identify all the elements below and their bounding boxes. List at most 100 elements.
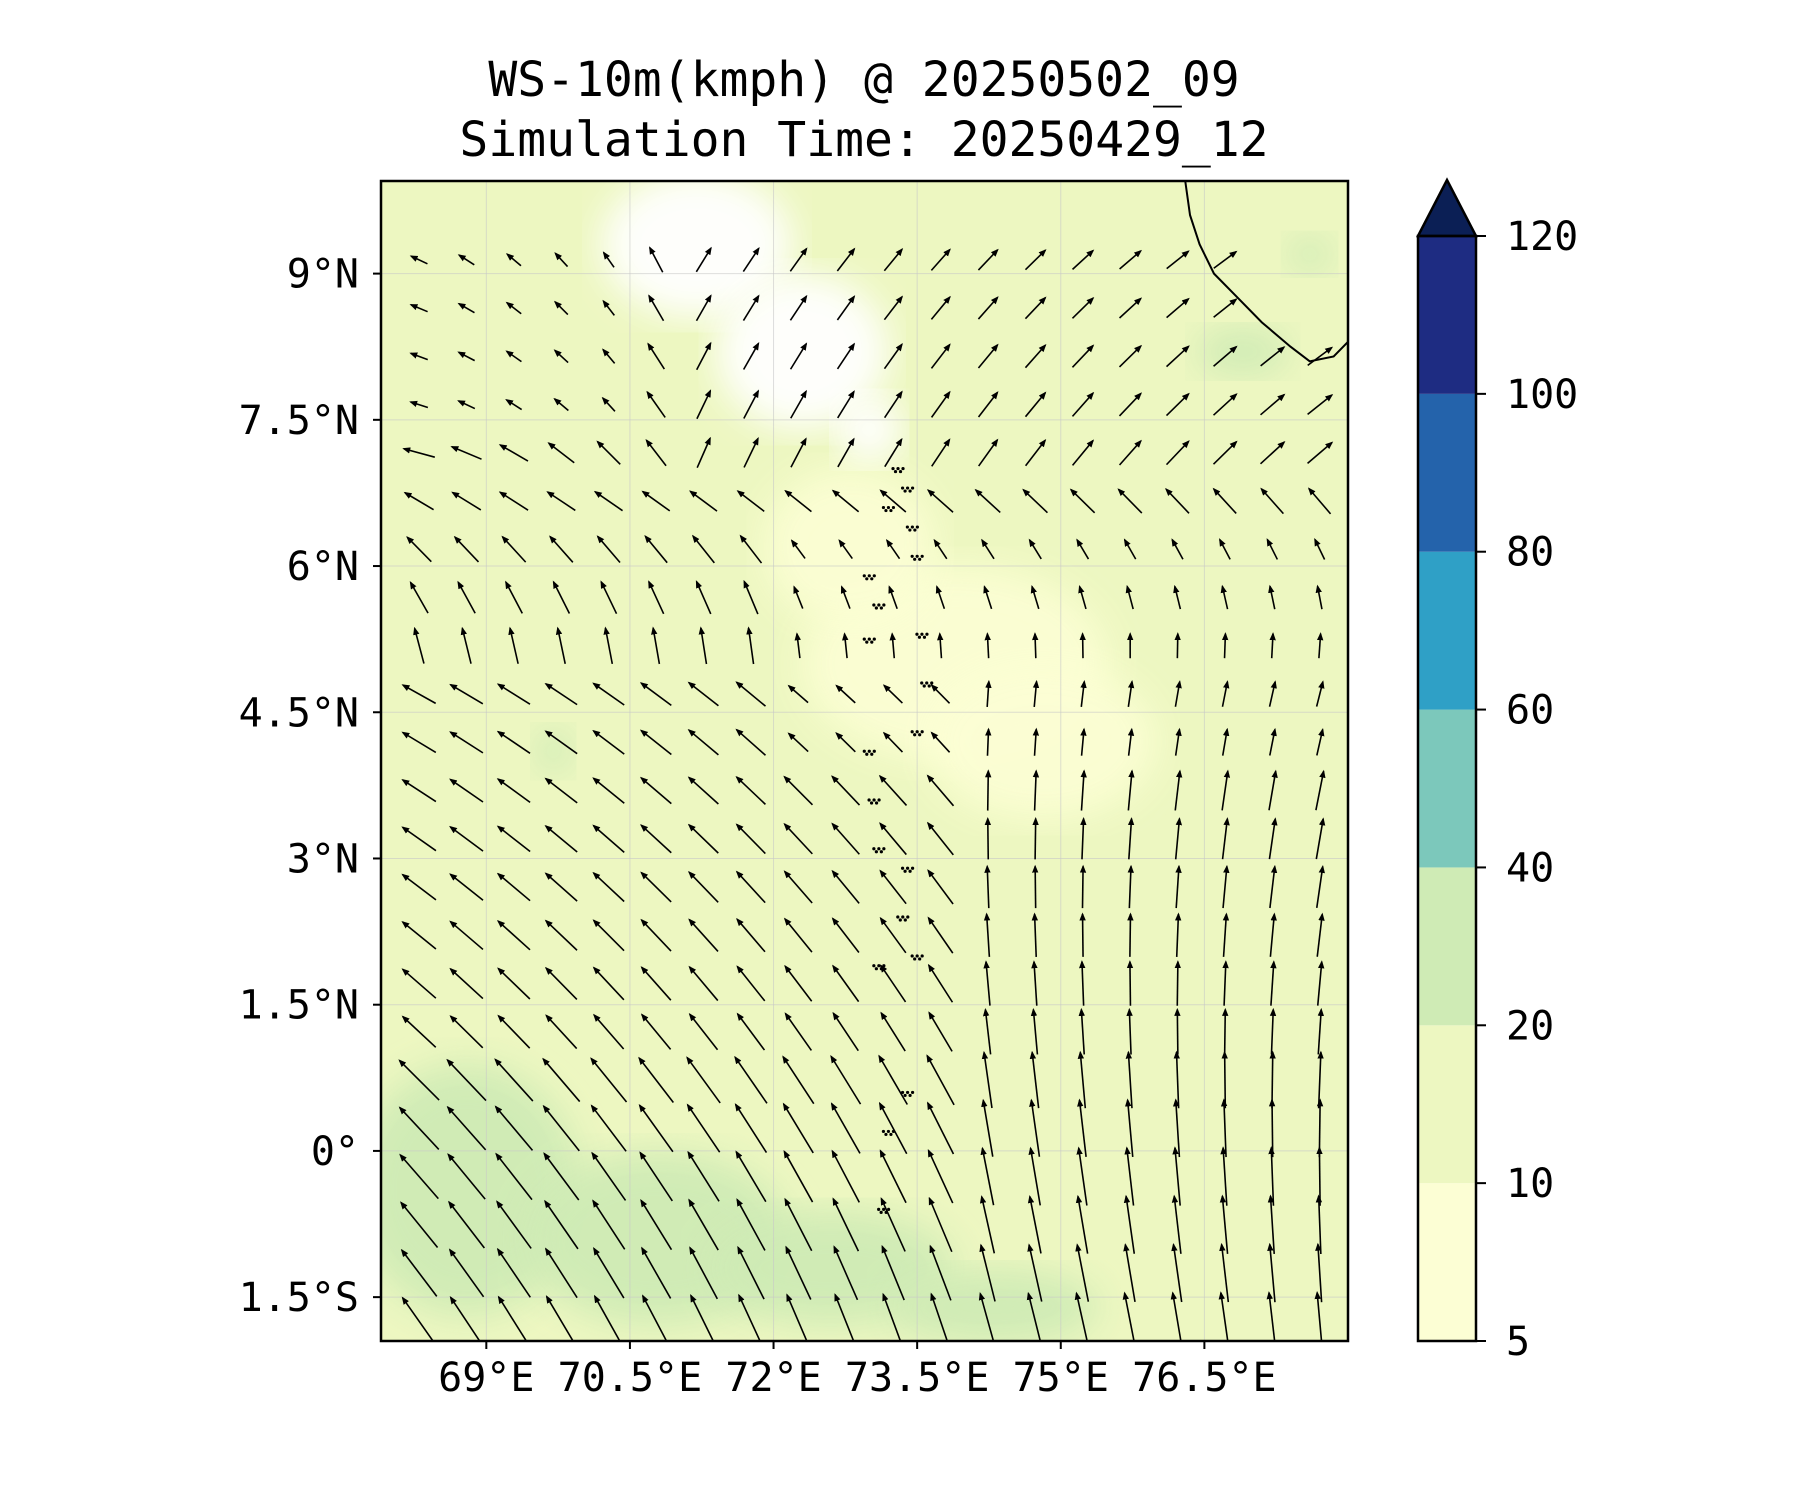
- wind-arrow: [1027, 1243, 1043, 1302]
- maldives-island-dot: [882, 847, 886, 851]
- wind-arrow: [690, 1294, 715, 1341]
- maldives-island-dot: [908, 528, 912, 532]
- wind-arrow: [838, 539, 853, 560]
- maldives-island-dot: [915, 954, 919, 958]
- wind-arrow: [1173, 1050, 1180, 1109]
- wind-arrow: [496, 872, 531, 902]
- wind-arrow: [544, 777, 578, 804]
- wind-arrow: [696, 436, 711, 469]
- wind-arrow: [927, 916, 954, 954]
- wind-arrow: [1315, 584, 1323, 610]
- maldives-island-dot: [872, 574, 876, 578]
- wind-arrow: [1032, 769, 1040, 811]
- wind-arrow: [651, 626, 661, 665]
- colorbar-tick-label: 40: [1506, 845, 1554, 891]
- wind-arrow: [449, 873, 484, 901]
- maldives-island-dot: [893, 469, 898, 474]
- wind-arrow: [1268, 680, 1277, 707]
- wind-arrow: [1030, 1007, 1039, 1055]
- wind-arrow: [401, 1015, 437, 1048]
- wind-arrow: [695, 341, 712, 371]
- wind-arrow: [1219, 1242, 1230, 1303]
- maldives-island-dot: [913, 733, 917, 737]
- wind-arrow: [640, 824, 672, 854]
- wind-arrow: [977, 248, 999, 271]
- wind-arrow: [1172, 1146, 1181, 1206]
- wind-arrow: [743, 437, 759, 468]
- wind-arrow: [494, 1105, 534, 1151]
- wind-arrow: [688, 918, 719, 952]
- wind-arrow: [985, 727, 992, 756]
- maldives-island-dot: [903, 489, 907, 493]
- wind-arrow: [831, 869, 860, 904]
- wind-arrow: [746, 626, 755, 665]
- wind-arrow: [555, 626, 566, 664]
- wind-arrow: [640, 871, 672, 903]
- wind-arrow: [1315, 769, 1326, 811]
- wind-arrow: [937, 632, 944, 659]
- wind-arrow: [1221, 817, 1230, 860]
- wind-arrow: [542, 1104, 580, 1152]
- wind-arrow: [783, 1150, 814, 1203]
- wind-arrow: [1024, 391, 1047, 418]
- wind-arrow: [1032, 632, 1039, 659]
- wind-arrow: [498, 444, 529, 462]
- wind-arrow: [592, 824, 625, 853]
- wind-arrow: [1118, 392, 1142, 417]
- longitude-tick-label: 72°E: [725, 1355, 821, 1401]
- maldives-island-dot: [910, 954, 914, 958]
- wind-arrow: [983, 912, 991, 957]
- wind-arrow: [928, 1196, 953, 1253]
- wind-arrow: [983, 960, 991, 1006]
- wind-arrow: [696, 389, 712, 420]
- wind-arrow: [592, 729, 625, 755]
- wind-arrow: [413, 626, 425, 664]
- wind-arrow: [1024, 438, 1047, 467]
- maldives-island-dot: [896, 915, 900, 919]
- wind-arrow: [1267, 1194, 1276, 1254]
- wind-arrow: [691, 534, 715, 564]
- wind-arrow: [505, 350, 522, 363]
- maldives-island-dot: [886, 1129, 891, 1134]
- wind-arrow: [648, 580, 665, 615]
- wind-arrow: [977, 391, 999, 418]
- wind-arrow: [930, 343, 951, 369]
- wind-arrow: [735, 1150, 767, 1203]
- wind-arrow: [544, 872, 578, 902]
- maldives-island-dot: [908, 869, 912, 873]
- wind-arrow: [590, 1104, 627, 1152]
- wind-arrow: [1124, 1146, 1135, 1206]
- wind-arrow: [544, 682, 578, 706]
- longitude-axis: 69°E 70.5°E 72°E 73.5°E 75°E 76.5°E: [438, 1341, 1277, 1401]
- colorbar-tick-label: 100: [1506, 372, 1578, 418]
- wind-arrow: [639, 682, 672, 707]
- wind-arrow: [689, 1246, 719, 1300]
- latitude-tick-label: 0°: [311, 1129, 359, 1175]
- wind-arrow: [402, 447, 436, 458]
- maldives-island-dot: [910, 1090, 915, 1095]
- maldives-island-dot: [901, 466, 905, 471]
- wind-arrow: [457, 580, 476, 614]
- wind-arrow: [1171, 538, 1184, 560]
- map-frame: [379, 179, 1350, 1343]
- wind-arrow: [879, 489, 907, 513]
- maldives-island-dot: [920, 632, 924, 636]
- wind-arrow: [1024, 249, 1047, 271]
- moderate-wind-20-40-region: [1194, 327, 1291, 376]
- wind-arrow: [1268, 769, 1278, 811]
- maldives-island-dot: [920, 954, 924, 958]
- maldives-island-dot: [898, 469, 903, 474]
- wind-arrow: [543, 1152, 580, 1201]
- latitude-tick-label: 6°N: [287, 544, 359, 590]
- maldives-island-dot: [910, 866, 915, 870]
- wind-arrow: [592, 682, 625, 706]
- wind-arrow: [1222, 912, 1230, 957]
- wind-arrow: [1221, 1050, 1228, 1109]
- maldives-island-dot: [877, 798, 881, 802]
- wind-arrow: [831, 917, 860, 953]
- wind-arrow: [687, 776, 719, 805]
- maldives-island-dot: [889, 1132, 893, 1137]
- wind-arrow: [1171, 1242, 1183, 1303]
- wind-arrow: [1127, 817, 1135, 860]
- wind-arrow: [496, 730, 531, 754]
